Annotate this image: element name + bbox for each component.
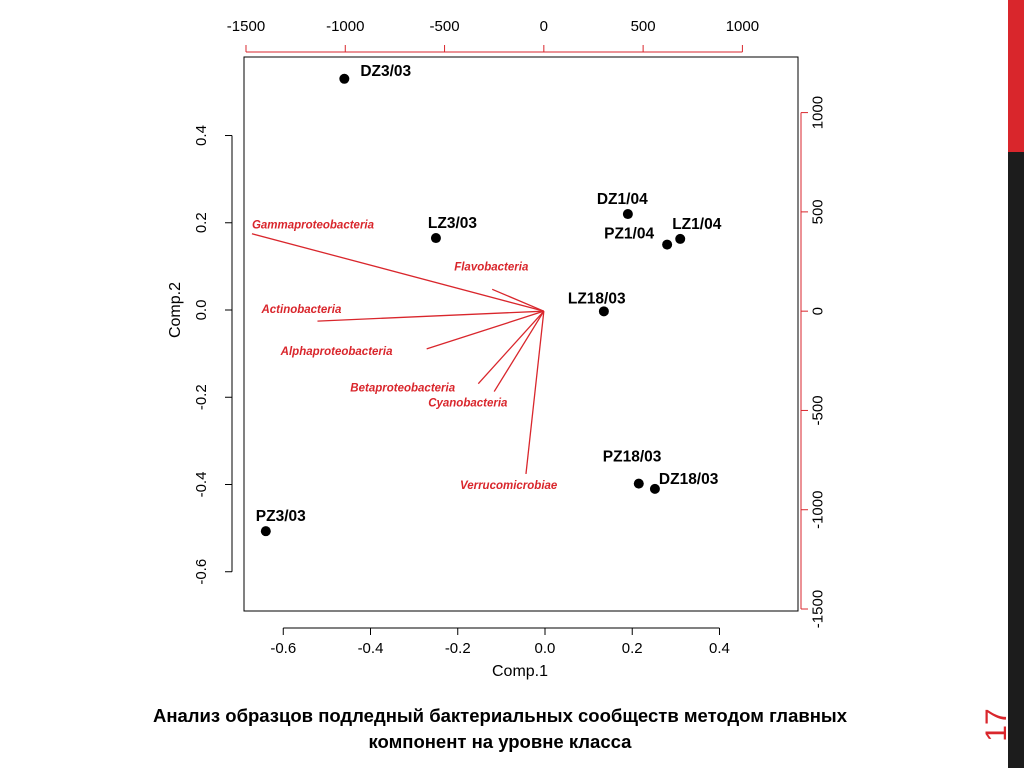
y-tick-label: 0.0 (193, 300, 210, 321)
sample-point (260, 526, 271, 537)
pca-biplot: -0.6 -0.4 -0.2 0.0 0.2 0.4 -0.6 -0.4 -0.2 0.0 0.2… (167, 18, 826, 680)
x-axis-bottom: -0.6 -0.4 -0.2 0.0 0.2 0.4 (270, 627, 730, 657)
y-tick-label: -0.2 (193, 384, 210, 410)
x-axis-title: Comp.1 (492, 663, 548, 680)
right-tick-label: -1000 (809, 491, 826, 529)
point-label: PZ3/03 (256, 508, 306, 525)
caption-line-2: компонент на уровне класса (368, 731, 632, 752)
right-tick-label: 0 (809, 307, 826, 315)
y-tick-label: -0.6 (193, 559, 210, 585)
right-tick-label: 500 (809, 199, 826, 224)
right-tick-label: -500 (809, 395, 826, 425)
x-axis-top-secondary: -1500 -1000 -500 0 500 1000 (227, 18, 759, 53)
loading-arrow (525, 311, 545, 475)
right-tick-label: -1500 (809, 590, 826, 628)
y-axis-title: Comp.2 (167, 282, 184, 338)
loading-label: Gammaproteobacteria (252, 220, 375, 232)
loading-arrow (317, 310, 544, 322)
loading-arrow (493, 310, 545, 392)
sample-point (675, 233, 686, 244)
sample-point (598, 306, 609, 317)
loading-label: Actinobacteria (260, 304, 341, 316)
x-tick-label: 0.2 (622, 640, 643, 657)
point-label: PZ1/04 (604, 226, 654, 243)
sample-point (662, 239, 673, 250)
loading-arrow (251, 233, 545, 312)
point-label: DZ1/04 (597, 191, 648, 208)
y-tick-label: 0.4 (193, 125, 210, 146)
y-axis-right-secondary: -1500 -1000 -500 0 500 1000 (800, 96, 826, 628)
y-tick-label: 0.2 (193, 212, 210, 233)
right-tick-label: 1000 (809, 96, 826, 129)
loading-arrow (426, 310, 545, 350)
loading-arrow (477, 310, 545, 385)
loading-arrow (491, 288, 545, 312)
plot-frame (243, 56, 799, 612)
loading-label: Flavobacteria (454, 261, 529, 273)
y-tick-label: -0.4 (193, 472, 210, 498)
sample-point (622, 209, 633, 220)
y-axis-left: -0.6 -0.4 -0.2 0.0 0.2 0.4 (193, 125, 233, 585)
top-tick-label: -1000 (326, 18, 364, 35)
x-tick-label: -0.2 (445, 640, 471, 657)
loading-label: Cyanobacteria (428, 398, 508, 410)
point-label: LZ3/03 (428, 215, 477, 232)
sample-point (633, 478, 644, 489)
sample-points: DZ3/03 LZ3/03 DZ1/04 PZ1/04 LZ1/04 LZ18/03 PZ1… (256, 63, 722, 537)
x-tick-label: 0.0 (535, 640, 556, 657)
x-tick-label: -0.6 (270, 640, 296, 657)
caption-line-1: Анализ образцов подледный бактериальных … (152, 705, 847, 726)
point-label: LZ18/03 (568, 290, 626, 307)
point-label: DZ18/03 (659, 471, 719, 488)
top-tick-label: -500 (430, 18, 460, 35)
slide-caption: Анализ образцов подледный бактериальных … (60, 703, 940, 755)
loading-arrows: Gammaproteobacteria Flavobacteria Actinoba… (251, 220, 558, 492)
side-dark-bar (1008, 152, 1024, 768)
loading-label: Betaproteobacteria (350, 383, 455, 395)
top-tick-label: 500 (631, 18, 656, 35)
page-number: 17 (980, 708, 1013, 742)
top-tick-label: -1500 (227, 18, 265, 35)
top-tick-label: 0 (540, 18, 548, 35)
point-label: DZ3/03 (360, 63, 411, 80)
top-tick-label: 1000 (726, 18, 759, 35)
sample-point (430, 233, 441, 244)
x-tick-label: -0.4 (358, 640, 384, 657)
x-tick-label: 0.4 (709, 640, 730, 657)
point-label: PZ18/03 (603, 449, 662, 466)
side-accent-bar (1008, 0, 1024, 152)
loading-label: Verrucomicrobiae (460, 480, 558, 492)
sample-point (339, 73, 350, 84)
loading-label: Alphaproteobacteria (280, 346, 393, 358)
point-label: LZ1/04 (672, 216, 721, 233)
sample-point (649, 483, 660, 494)
